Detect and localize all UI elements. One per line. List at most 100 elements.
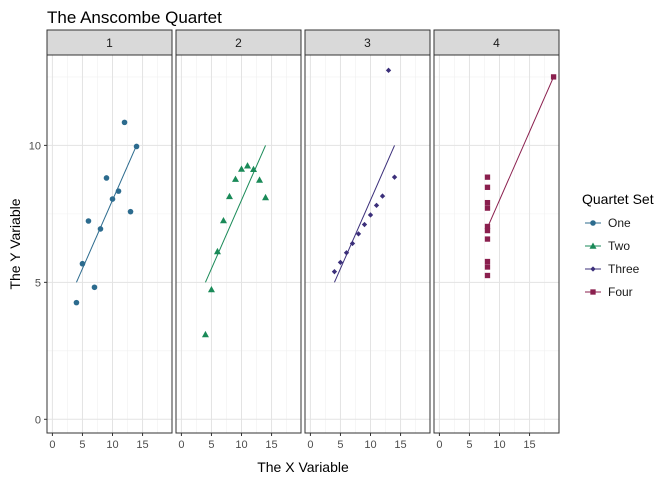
data-point: [85, 218, 92, 224]
panel-4: 4 0 5 10 15: [433, 29, 560, 451]
strip-label-1: 1: [106, 36, 113, 50]
legend-item: Four: [585, 285, 633, 299]
x-tick-label: 0: [307, 439, 313, 451]
y-tick-label: 5: [35, 277, 41, 289]
strip-1: [46, 29, 173, 56]
x-tick-label: 5: [337, 439, 343, 451]
data-point: [121, 119, 128, 126]
x-tick-label: 15: [136, 439, 148, 451]
legend-item: One: [585, 216, 631, 230]
data-point: [231, 175, 239, 182]
x-tick-label: 10: [493, 439, 505, 451]
x-tick-label: 15: [523, 439, 535, 451]
x-tick-label: 10: [235, 439, 247, 451]
data-point: [103, 175, 110, 181]
data-point: [250, 165, 258, 173]
legend-label: Three: [608, 262, 640, 276]
data-point: [484, 272, 491, 279]
strip-label-2: 2: [235, 36, 242, 50]
plot-bg-2: [176, 55, 301, 433]
data-point: [484, 174, 491, 180]
data-point: [331, 269, 338, 275]
data-point: [97, 226, 104, 232]
data-point: [207, 285, 215, 293]
data-point: [484, 227, 491, 234]
data-point: [79, 260, 86, 267]
legend-item: Three: [585, 262, 640, 276]
data-point: [484, 264, 491, 270]
data-point: [109, 196, 116, 202]
data-point: [133, 143, 140, 150]
plot-bg-1: [47, 55, 172, 433]
panel-border-4: [433, 54, 560, 434]
legend-item: Two: [585, 239, 630, 253]
y-tick-label: 0: [35, 414, 41, 426]
data-point: [484, 258, 491, 265]
data-point: [219, 216, 227, 224]
data-point: [256, 176, 264, 183]
data-point: [550, 74, 557, 80]
fit-line-1: [75, 145, 138, 283]
data-point: [484, 223, 491, 230]
panel-border-2: [175, 54, 302, 434]
data-point: [91, 284, 98, 291]
data-point: [225, 192, 233, 200]
legend-label: Two: [608, 239, 630, 253]
data-point: [343, 250, 350, 256]
plot-bg-4: [434, 55, 559, 433]
x-tick-label: 15: [394, 439, 406, 451]
fit-line-2: [204, 145, 267, 283]
data-point: [127, 208, 134, 215]
data-point: [244, 162, 252, 169]
data-point: [367, 212, 374, 218]
strip-4: [433, 29, 560, 56]
x-axis-label: The X Variable: [257, 459, 349, 475]
panel-2: 2 0 5 10 15: [175, 29, 302, 451]
x-tick-label: 5: [208, 439, 214, 451]
data-point: [379, 193, 386, 199]
data-point: [361, 221, 368, 228]
strip-label-4: 4: [493, 36, 500, 50]
panel-3: 3 0 5 10 15: [304, 29, 431, 451]
x-tick-label: 15: [265, 439, 277, 451]
legend-key-marker: [589, 242, 597, 249]
legend-label: Four: [608, 285, 633, 299]
x-tick-label: 10: [106, 439, 118, 451]
data-point: [385, 67, 392, 73]
legend-label: One: [608, 216, 631, 230]
fit-line-4: [487, 76, 555, 228]
data-point: [355, 231, 362, 237]
fit-line-3: [333, 145, 396, 283]
data-point: [201, 330, 209, 338]
data-point: [484, 236, 491, 242]
panel-border-3: [304, 54, 431, 434]
data-point: [73, 299, 80, 306]
legend: Quartet Set One Two Three Four: [582, 191, 654, 299]
data-point: [238, 165, 246, 172]
data-point: [337, 259, 344, 266]
y-axis-label: The Y Variable: [7, 198, 23, 289]
x-tick-label: 0: [436, 439, 442, 451]
x-tick-label: 0: [178, 439, 184, 451]
x-tick-label: 5: [79, 439, 85, 451]
data-point: [391, 174, 398, 180]
strip-2: [175, 29, 302, 56]
data-point: [484, 199, 491, 206]
legend-key-marker: [590, 220, 596, 226]
strip-label-3: 3: [364, 36, 371, 50]
legend-key-marker: [590, 266, 596, 272]
data-point: [349, 240, 356, 247]
data-point: [373, 202, 380, 209]
x-tick-label: 0: [49, 439, 55, 451]
strip-3: [304, 29, 431, 56]
y-tick-label: 10: [29, 140, 41, 152]
panel-border-1: [46, 54, 173, 434]
data-point: [484, 184, 491, 190]
plot-bg-3: [305, 55, 430, 433]
x-tick-label: 10: [364, 439, 376, 451]
legend-title: Quartet Set: [582, 191, 654, 207]
data-point: [115, 188, 122, 194]
